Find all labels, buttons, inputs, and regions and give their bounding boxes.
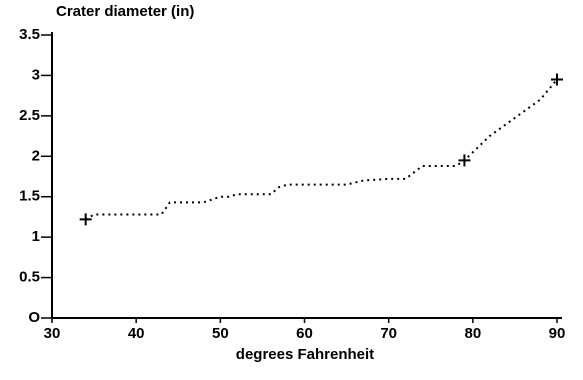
x-tick-label: 80: [464, 325, 481, 342]
x-axis-label: degrees Fahrenheit: [236, 346, 374, 363]
y-tick-label: 1.5: [19, 188, 40, 205]
x-tick-label: 90: [549, 325, 566, 342]
y-tick-label: 0.5: [19, 269, 40, 286]
plus-marker: [551, 73, 563, 86]
y-tick-label: 3: [32, 66, 40, 83]
x-tick-label: 60: [296, 325, 313, 342]
y-tick-label: 1: [32, 228, 40, 245]
x-tick-label: 50: [212, 325, 229, 342]
y-tick-label: 2: [32, 147, 40, 164]
plus-marker: [458, 154, 471, 167]
x-tick-label: 70: [380, 325, 397, 342]
y-tick-label: O: [28, 309, 40, 326]
x-tick-label: 40: [128, 325, 145, 342]
y-tick-label: 3.5: [19, 26, 40, 43]
chart-title: Crater diameter (in): [56, 3, 194, 20]
y-tick-label: 2.5: [19, 107, 40, 124]
plus-marker: [79, 213, 92, 226]
data-line: [85, 78, 558, 221]
x-tick-label: 30: [44, 325, 61, 342]
